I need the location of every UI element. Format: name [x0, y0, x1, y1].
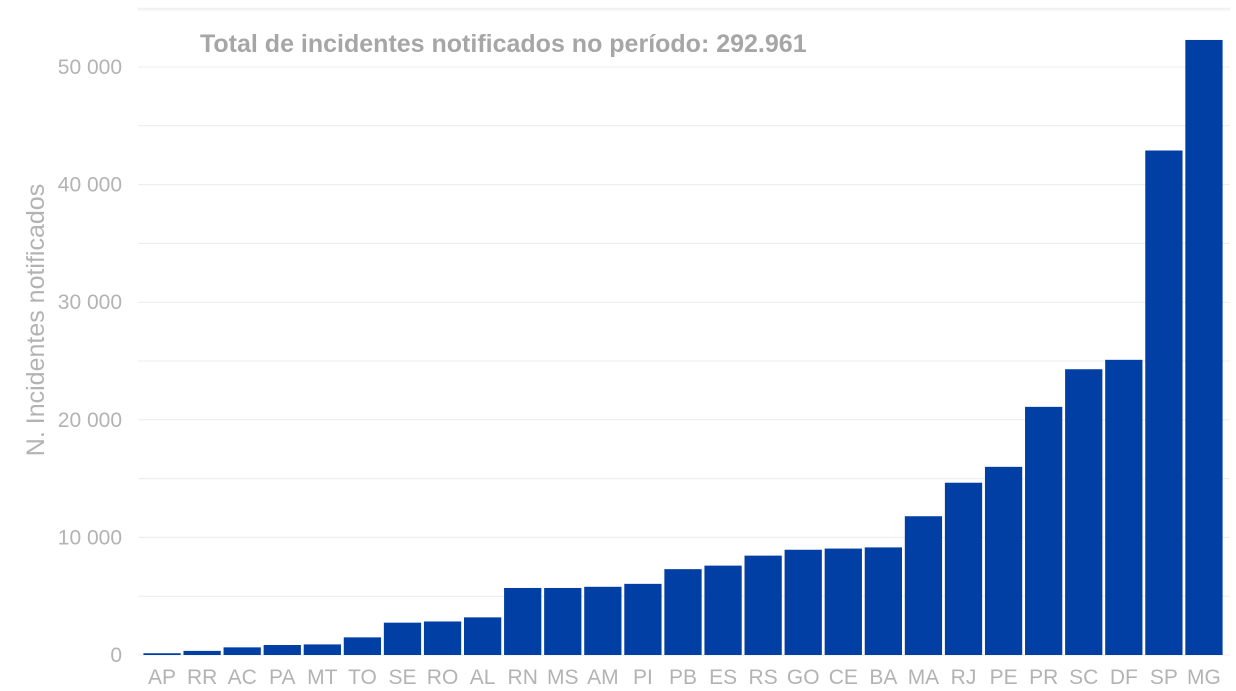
- x-tick-label-pi: PI: [633, 666, 653, 689]
- bar-ms: [544, 587, 582, 655]
- bar-se: [383, 622, 422, 655]
- x-tick-label-df: DF: [1110, 666, 1138, 689]
- bar-pb: [664, 569, 702, 655]
- x-tick-label-rj: RJ: [951, 666, 977, 689]
- x-tick-label-ro: RO: [427, 666, 459, 689]
- x-tick-label-rr: RR: [187, 666, 217, 689]
- bar-mt: [303, 644, 341, 655]
- bar-rj: [944, 482, 983, 655]
- bar-al: [463, 617, 502, 655]
- total-annotation: Total de incidentes notificados no perío…: [200, 30, 807, 58]
- x-tick-label-go: GO: [787, 666, 820, 689]
- x-tick-label-ms: MS: [547, 666, 579, 689]
- bar-df: [1105, 359, 1143, 655]
- y-tick-label: 30 000: [58, 291, 122, 314]
- bar-ap: [143, 653, 181, 655]
- x-tick-label-es: ES: [709, 666, 737, 689]
- x-tick-label-ap: AP: [148, 666, 176, 689]
- x-tick-label-am: AM: [587, 666, 619, 689]
- gridlines: [138, 7, 1230, 656]
- y-tick-label: 50 000: [58, 56, 122, 79]
- y-tick-label: 0: [110, 644, 122, 667]
- x-tick-label-rn: RN: [508, 666, 538, 689]
- x-tick-label-pa: PA: [269, 666, 295, 689]
- bar-ma: [904, 516, 943, 655]
- bar-mg: [1185, 39, 1223, 655]
- x-tick-label-pb: PB: [669, 666, 697, 689]
- bar-es: [704, 565, 742, 655]
- bar-ac: [223, 647, 261, 655]
- x-tick-label-pr: PR: [1029, 666, 1058, 689]
- x-tick-label-rs: RS: [749, 666, 778, 689]
- x-tick-label-ba: BA: [869, 666, 897, 689]
- x-tick-label-ac: AC: [228, 666, 257, 689]
- bar-sp: [1145, 150, 1183, 655]
- x-tick-label-to: TO: [348, 666, 377, 689]
- bar-rn: [504, 587, 542, 655]
- bar-sc: [1065, 369, 1103, 655]
- bar-ce: [824, 548, 862, 655]
- x-tick-label-mg: MG: [1187, 666, 1221, 689]
- x-tick-label-sc: SC: [1069, 666, 1098, 689]
- bar-ba: [864, 547, 903, 655]
- y-tick-label: 10 000: [58, 526, 122, 549]
- x-tick-label-sp: SP: [1150, 666, 1178, 689]
- x-axis-tick-labels: AP RR AC PA MT TO SE RO AL RN MS AM PI PB ES RS GO CE BA MA…: [148, 666, 1221, 689]
- bars: [143, 39, 1223, 655]
- bar-pr: [1025, 406, 1063, 655]
- bar-rs: [744, 555, 782, 655]
- y-axis-title: N. Incidentes notificados: [22, 184, 50, 456]
- bar-to: [343, 637, 382, 655]
- bar-rr: [183, 650, 221, 655]
- x-tick-label-ma: MA: [908, 666, 940, 689]
- y-tick-label: 40 000: [58, 174, 122, 197]
- bar-pe: [984, 466, 1023, 655]
- y-tick-label: 20 000: [58, 409, 122, 432]
- x-tick-label-se: SE: [388, 666, 416, 689]
- bar-am: [584, 586, 622, 655]
- bar-pa: [263, 645, 301, 655]
- x-tick-label-al: AL: [470, 666, 496, 689]
- x-tick-label-ce: CE: [829, 666, 858, 689]
- bar-pi: [624, 583, 662, 655]
- y-axis-tick-labels: 0 10 000 20 000 30 000 40 000 50 000: [58, 56, 122, 667]
- bar-ro: [423, 621, 462, 655]
- bar-go: [784, 549, 822, 655]
- x-tick-label-pe: PE: [990, 666, 1018, 689]
- x-tick-label-mt: MT: [307, 666, 337, 689]
